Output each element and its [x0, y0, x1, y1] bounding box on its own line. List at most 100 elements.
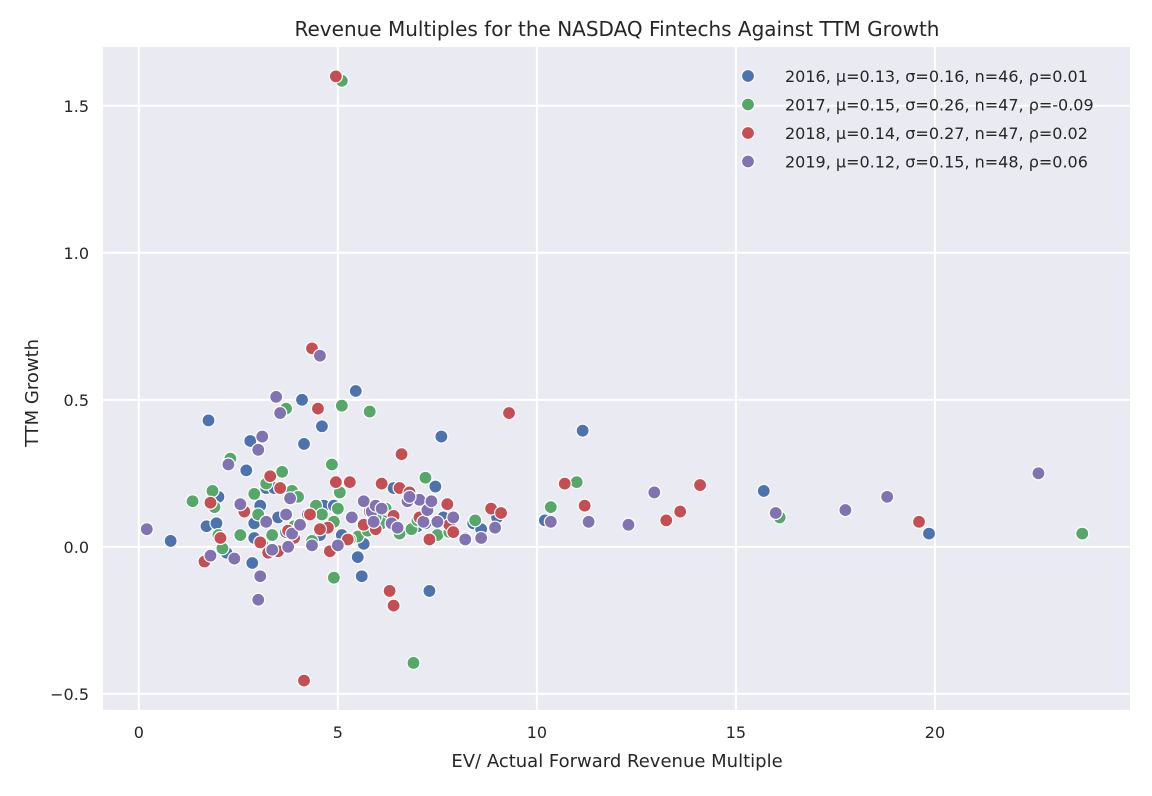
- data-point: [543, 514, 558, 529]
- data-point: [386, 598, 401, 613]
- data-point: [334, 398, 349, 413]
- x-tick-label: 20: [925, 723, 945, 742]
- data-point: [205, 483, 220, 499]
- x-axis-label: EV/ Actual Forward Revenue Multiple: [451, 751, 782, 772]
- data-point: [659, 513, 674, 528]
- data-point: [468, 513, 483, 528]
- data-point: [139, 522, 154, 537]
- data-point: [362, 404, 377, 419]
- data-point: [239, 463, 254, 478]
- data-point: [440, 497, 455, 512]
- x-tick-label: 15: [726, 723, 746, 742]
- data-point: [501, 405, 517, 421]
- data-point: [458, 532, 473, 547]
- data-point: [312, 522, 328, 537]
- data-point: [422, 583, 437, 599]
- data-point: [390, 520, 405, 535]
- data-point: [265, 527, 280, 543]
- data-point: [487, 520, 503, 535]
- data-point: [314, 507, 330, 522]
- y-tick-label: 1.5: [64, 97, 89, 116]
- data-point: [314, 419, 330, 434]
- legend: 2016, μ=0.13, σ=0.16, n=46, ρ=0.01 2017, …: [740, 67, 1094, 172]
- data-point: [416, 514, 431, 529]
- legend-label: 2019, μ=0.12, σ=0.15, n=48, ρ=0.06: [785, 153, 1088, 172]
- axis-ticks: 0 5 10 15 20 −0.5 0.0 0.5 1.0 1.5: [50, 97, 945, 742]
- data-point: [275, 464, 290, 479]
- legend-marker: [740, 154, 756, 169]
- y-tick-label: 1.0: [64, 244, 89, 263]
- data-point: [575, 423, 590, 438]
- data-points: [139, 69, 1090, 688]
- data-point: [621, 517, 636, 532]
- data-point: [203, 548, 218, 563]
- data-point: [673, 504, 688, 519]
- data-point: [569, 475, 584, 490]
- legend-marker: [740, 125, 756, 141]
- data-point: [251, 442, 266, 457]
- data-point: [406, 655, 421, 671]
- data-point: [366, 514, 381, 529]
- legend-label: 2017, μ=0.15, σ=0.26, n=47, ρ=-0.09: [785, 96, 1094, 115]
- data-point: [543, 500, 558, 515]
- data-point: [768, 505, 783, 521]
- data-point: [430, 514, 445, 529]
- data-point: [474, 530, 489, 546]
- data-point: [374, 501, 389, 516]
- data-point: [330, 538, 345, 553]
- data-point: [434, 429, 449, 444]
- data-point: [273, 480, 288, 496]
- data-point: [201, 413, 216, 428]
- legend-label: 2016, μ=0.13, σ=0.16, n=46, ρ=0.01: [785, 67, 1088, 86]
- data-point: [279, 507, 294, 522]
- data-point: [284, 526, 300, 541]
- legend-marker: [740, 97, 756, 112]
- data-point: [394, 447, 409, 462]
- series-3: [197, 69, 927, 688]
- data-point: [402, 489, 417, 504]
- data-point: [428, 479, 443, 494]
- data-point: [382, 583, 397, 599]
- data-point: [880, 489, 895, 504]
- data-point: [304, 538, 320, 553]
- plot-area: [103, 47, 1130, 710]
- data-point: [838, 502, 853, 518]
- data-point: [422, 532, 437, 547]
- data-point: [296, 436, 312, 452]
- x-tick-label: 0: [134, 723, 144, 742]
- data-point: [213, 530, 228, 546]
- data-point: [302, 507, 318, 522]
- data-point: [273, 405, 288, 421]
- data-point: [647, 485, 662, 500]
- data-point: [557, 476, 572, 491]
- data-point: [577, 498, 592, 513]
- data-point: [233, 497, 248, 512]
- y-tick-label: 0.0: [64, 538, 89, 557]
- legend-label: 2018, μ=0.14, σ=0.27, n=47, ρ=0.02: [785, 124, 1088, 143]
- data-point: [282, 491, 298, 506]
- data-point: [269, 389, 284, 404]
- data-point: [424, 494, 439, 509]
- data-point: [253, 569, 268, 584]
- data-point: [292, 517, 308, 532]
- data-point: [209, 516, 224, 531]
- data-point: [354, 569, 369, 584]
- data-point: [348, 383, 363, 399]
- data-point: [263, 469, 278, 484]
- data-point: [1075, 526, 1090, 541]
- y-tick-label: 0.5: [64, 391, 89, 410]
- data-point: [310, 401, 326, 416]
- data-point: [259, 514, 274, 529]
- data-point: [328, 69, 343, 84]
- data-point: [253, 535, 268, 550]
- data-point: [350, 550, 365, 565]
- data-point: [911, 514, 927, 529]
- data-point: [251, 592, 266, 607]
- data-point: [418, 470, 433, 485]
- y-tick-label: −0.5: [50, 685, 89, 704]
- x-tick-label: 5: [333, 723, 343, 742]
- data-point: [692, 477, 708, 493]
- y-axis-label: TTM Growth: [22, 339, 43, 448]
- data-point: [374, 476, 389, 491]
